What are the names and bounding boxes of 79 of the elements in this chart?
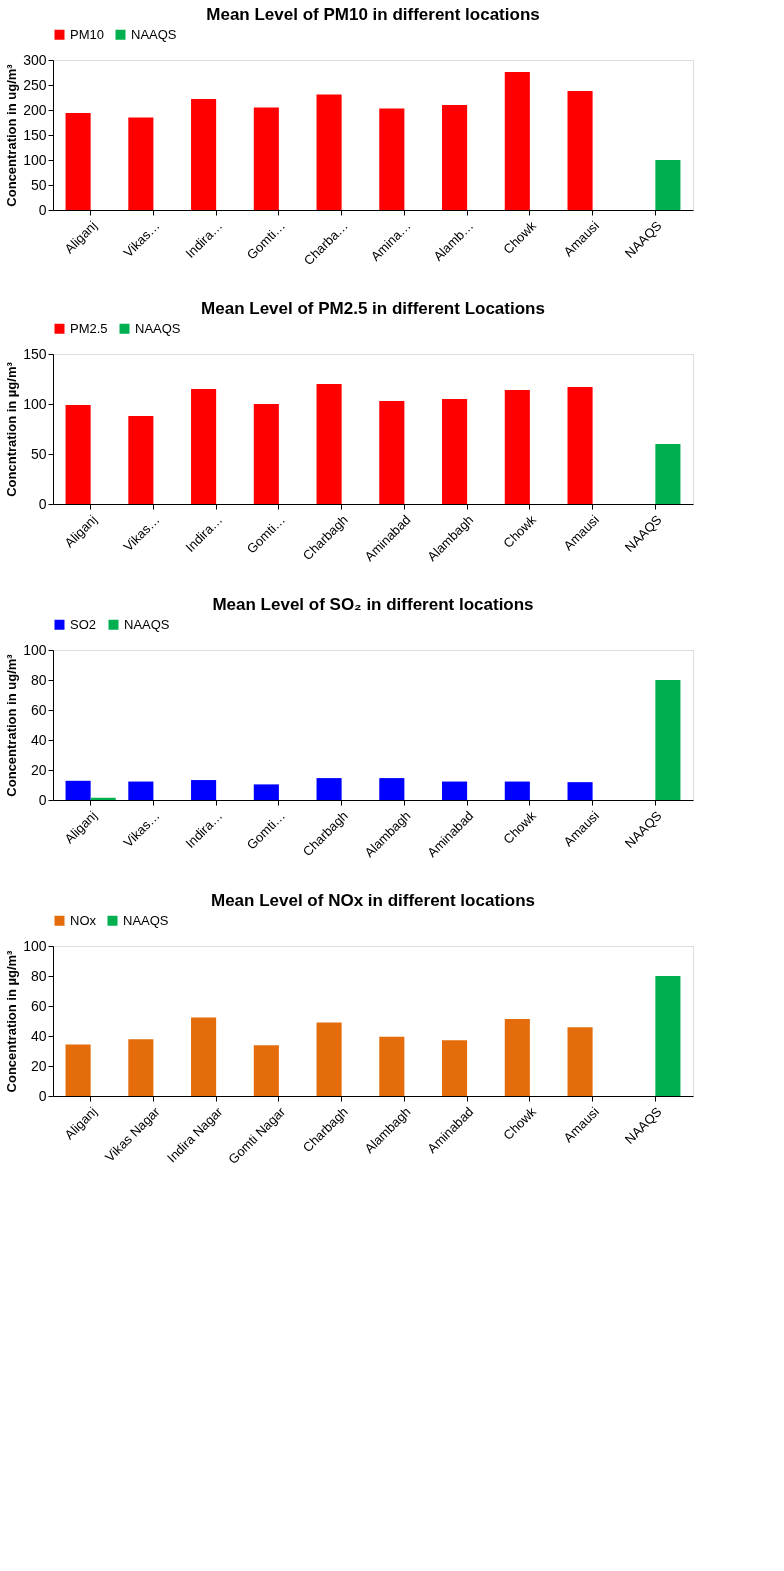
- bar: [504, 390, 530, 504]
- bar: [316, 94, 342, 210]
- legend-label: NOx: [70, 912, 97, 928]
- bar: [379, 778, 405, 800]
- bar: [655, 444, 681, 504]
- bar: [655, 976, 681, 1096]
- bar: [316, 778, 342, 800]
- y-tick-label: 50: [30, 445, 47, 462]
- chart-title: Mean Level of PM2.5 in different Locations: [201, 299, 545, 318]
- legend-label: NAAQS: [135, 320, 181, 336]
- y-tick-label: 250: [23, 76, 47, 93]
- y-tick-label: 60: [30, 701, 47, 718]
- bar: [442, 399, 468, 504]
- y-tick-label: 150: [23, 126, 47, 143]
- bar: [655, 680, 681, 800]
- bar: [65, 1044, 91, 1096]
- bar: [379, 108, 405, 210]
- bar: [65, 113, 91, 210]
- bar: [128, 781, 154, 800]
- bar: [191, 780, 217, 800]
- bar: [442, 105, 468, 210]
- y-tick-label: 100: [23, 641, 47, 658]
- y-tick-label: 0: [38, 201, 47, 218]
- bar: [253, 404, 279, 504]
- bar: [253, 1045, 279, 1096]
- bar: [567, 387, 593, 504]
- bar: [191, 389, 217, 504]
- bar: [128, 1039, 154, 1096]
- y-axis-title: Concentration in ug/m³: [4, 653, 20, 797]
- bar: [655, 160, 681, 210]
- bar: [316, 1022, 342, 1096]
- y-axis-title: Concentration in µg/m³: [4, 949, 20, 1093]
- bar: [504, 1019, 530, 1096]
- y-tick-label: 40: [30, 1027, 47, 1044]
- y-tick-label: 80: [30, 671, 47, 688]
- y-axis-title: Concentration in ug/m³: [4, 63, 20, 207]
- bar: [316, 384, 342, 504]
- y-tick-label: 0: [38, 1087, 47, 1104]
- bar: [379, 401, 405, 504]
- legend-label: NAAQS: [123, 912, 169, 928]
- y-tick-label: 0: [38, 495, 47, 512]
- bar: [567, 91, 593, 210]
- legend-label: SO2: [70, 616, 97, 632]
- bar: [442, 1040, 468, 1096]
- bar: [191, 99, 217, 210]
- chart-title: Mean Level of SO₂ in different locations: [212, 595, 534, 614]
- bar: [191, 1017, 217, 1096]
- chart-title: Mean Level of PM10 in different locations: [206, 5, 540, 24]
- y-tick-label: 150: [23, 345, 47, 362]
- bar: [567, 782, 593, 800]
- legend-label: PM10: [70, 26, 104, 42]
- bar: [253, 784, 279, 800]
- legend-label: PM2.5: [70, 320, 108, 336]
- chart-title: Mean Level of NOx in different locations: [211, 891, 535, 910]
- y-tick-label: 40: [30, 731, 47, 748]
- y-tick-label: 60: [30, 997, 47, 1014]
- y-tick-label: 100: [23, 395, 47, 412]
- y-tick-label: 0: [38, 791, 47, 808]
- y-tick-label: 200: [23, 101, 47, 118]
- y-tick-label: 80: [30, 967, 47, 984]
- y-tick-label: 20: [30, 761, 47, 778]
- y-tick-label: 20: [30, 1057, 47, 1074]
- bar: [128, 117, 154, 210]
- bar: [253, 107, 279, 210]
- legend-label: NAAQS: [131, 26, 177, 42]
- bar: [567, 1027, 593, 1096]
- y-axis-title: Concntration in µg/m³: [4, 361, 20, 497]
- bar: [442, 781, 468, 800]
- y-tick-label: 100: [23, 151, 47, 168]
- bar: [65, 405, 91, 504]
- bar: [504, 781, 530, 800]
- legend-label: NAAQS: [124, 616, 170, 632]
- bar: [379, 1036, 405, 1096]
- bar: [65, 780, 91, 800]
- y-tick-label: 300: [23, 51, 47, 68]
- bar: [128, 416, 154, 504]
- bar: [504, 72, 530, 210]
- y-tick-label: 50: [30, 176, 47, 193]
- y-tick-label: 100: [23, 937, 47, 954]
